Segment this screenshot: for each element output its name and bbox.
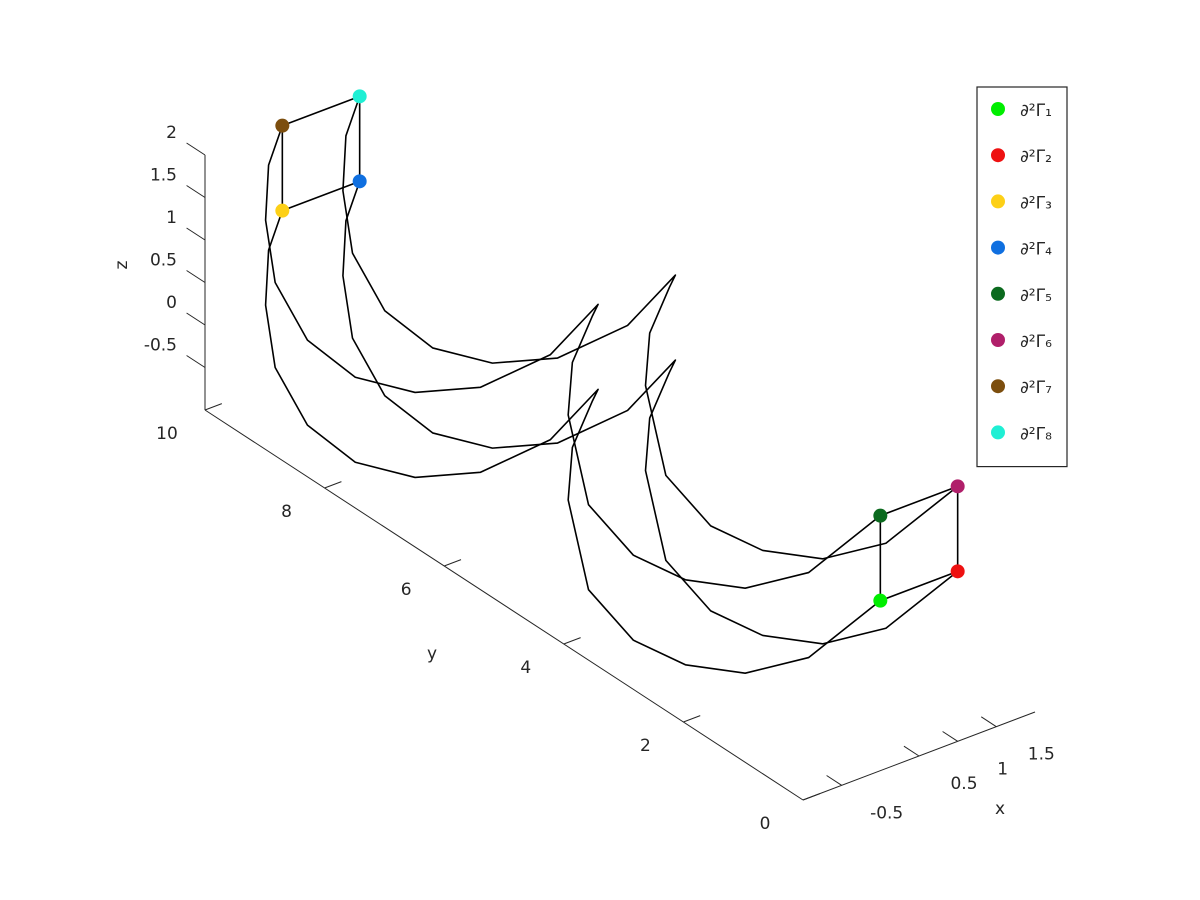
legend-marker bbox=[991, 379, 1005, 394]
y-tick-label: 4 bbox=[520, 658, 531, 678]
point bbox=[873, 593, 888, 608]
point bbox=[873, 508, 888, 523]
x-axis-label: x bbox=[995, 799, 1005, 819]
legend-marker bbox=[991, 425, 1005, 440]
plot-area bbox=[264, 89, 965, 674]
z-tick-label: 0 bbox=[166, 293, 177, 313]
z-tick-label: 1.5 bbox=[150, 166, 177, 186]
point bbox=[275, 203, 290, 218]
z-tick bbox=[186, 227, 206, 241]
x-tick-label: 0.5 bbox=[950, 774, 977, 794]
legend-label: ∂²Γ₅ bbox=[1020, 286, 1052, 306]
point bbox=[950, 479, 965, 494]
x-tick-label: 1.5 bbox=[1028, 745, 1055, 765]
y-tick-label: 2 bbox=[640, 736, 651, 756]
legend-marker bbox=[991, 240, 1005, 255]
x-tick-label: -0.5 bbox=[870, 803, 903, 823]
z-tick bbox=[186, 355, 206, 368]
point bbox=[950, 564, 965, 579]
x-tick bbox=[826, 775, 842, 786]
legend-marker bbox=[991, 148, 1005, 163]
point bbox=[352, 89, 367, 104]
z-tick-label: -0.5 bbox=[144, 336, 177, 356]
legend-label: ∂²Γ₃ bbox=[1020, 193, 1052, 213]
y-tick bbox=[324, 481, 342, 489]
z-tick bbox=[186, 142, 206, 156]
legend-label: ∂²Γ₇ bbox=[1020, 378, 1052, 398]
legend-label: ∂²Γ₂ bbox=[1020, 147, 1052, 167]
x-tick bbox=[980, 716, 997, 728]
curve bbox=[342, 181, 959, 645]
x-tick bbox=[942, 731, 958, 742]
z-axis-label: z bbox=[112, 260, 132, 269]
y-axis-label: y bbox=[427, 644, 437, 664]
legend-marker bbox=[991, 194, 1005, 209]
z-tick bbox=[186, 312, 206, 326]
legend-label: ∂²Γ₁ bbox=[1020, 101, 1052, 121]
y-tick-label: 8 bbox=[281, 502, 292, 522]
point bbox=[275, 118, 290, 133]
y-tick bbox=[802, 793, 821, 801]
legend: ∂²Γ₁ ∂²Γ₂ ∂²Γ₃ ∂²Γ₄ ∂²Γ₅ ∂²Γ₆ ∂²Γ₇ ∂²Γ₈ bbox=[976, 86, 1068, 468]
z-tick-label: 1 bbox=[166, 208, 177, 228]
legend-box bbox=[976, 86, 1068, 468]
x-tick-label: 1 bbox=[997, 759, 1008, 779]
y-tick-label: 10 bbox=[156, 424, 178, 444]
curve bbox=[342, 96, 959, 560]
y-tick bbox=[563, 637, 581, 645]
y-tick-label: 6 bbox=[401, 580, 412, 600]
y-tick bbox=[683, 715, 701, 723]
z-tick-label: 0.5 bbox=[150, 251, 177, 271]
point bbox=[352, 174, 367, 189]
axes: -0.5 0.5 1 1.5 0 2 4 6 8 10 -0.5 0 0.5 1 1.5 2 x y z bbox=[112, 123, 1055, 834]
curve bbox=[264, 210, 881, 674]
legend-label: ∂²Γ₆ bbox=[1020, 332, 1052, 352]
legend-marker bbox=[991, 333, 1005, 347]
y-tick bbox=[204, 403, 223, 411]
y-tick-label: 0 bbox=[760, 814, 771, 834]
legend-marker bbox=[991, 286, 1005, 301]
z-tick bbox=[186, 185, 206, 198]
legend-marker bbox=[991, 102, 1005, 116]
curve bbox=[264, 125, 881, 589]
z-tick bbox=[186, 270, 206, 283]
y-axis bbox=[204, 409, 804, 801]
y-tick bbox=[444, 559, 462, 567]
legend-label: ∂²Γ₄ bbox=[1020, 240, 1052, 260]
legend-label: ∂²Γ₈ bbox=[1020, 424, 1052, 444]
z-tick-label: 2 bbox=[166, 123, 177, 143]
x-tick bbox=[903, 745, 920, 757]
